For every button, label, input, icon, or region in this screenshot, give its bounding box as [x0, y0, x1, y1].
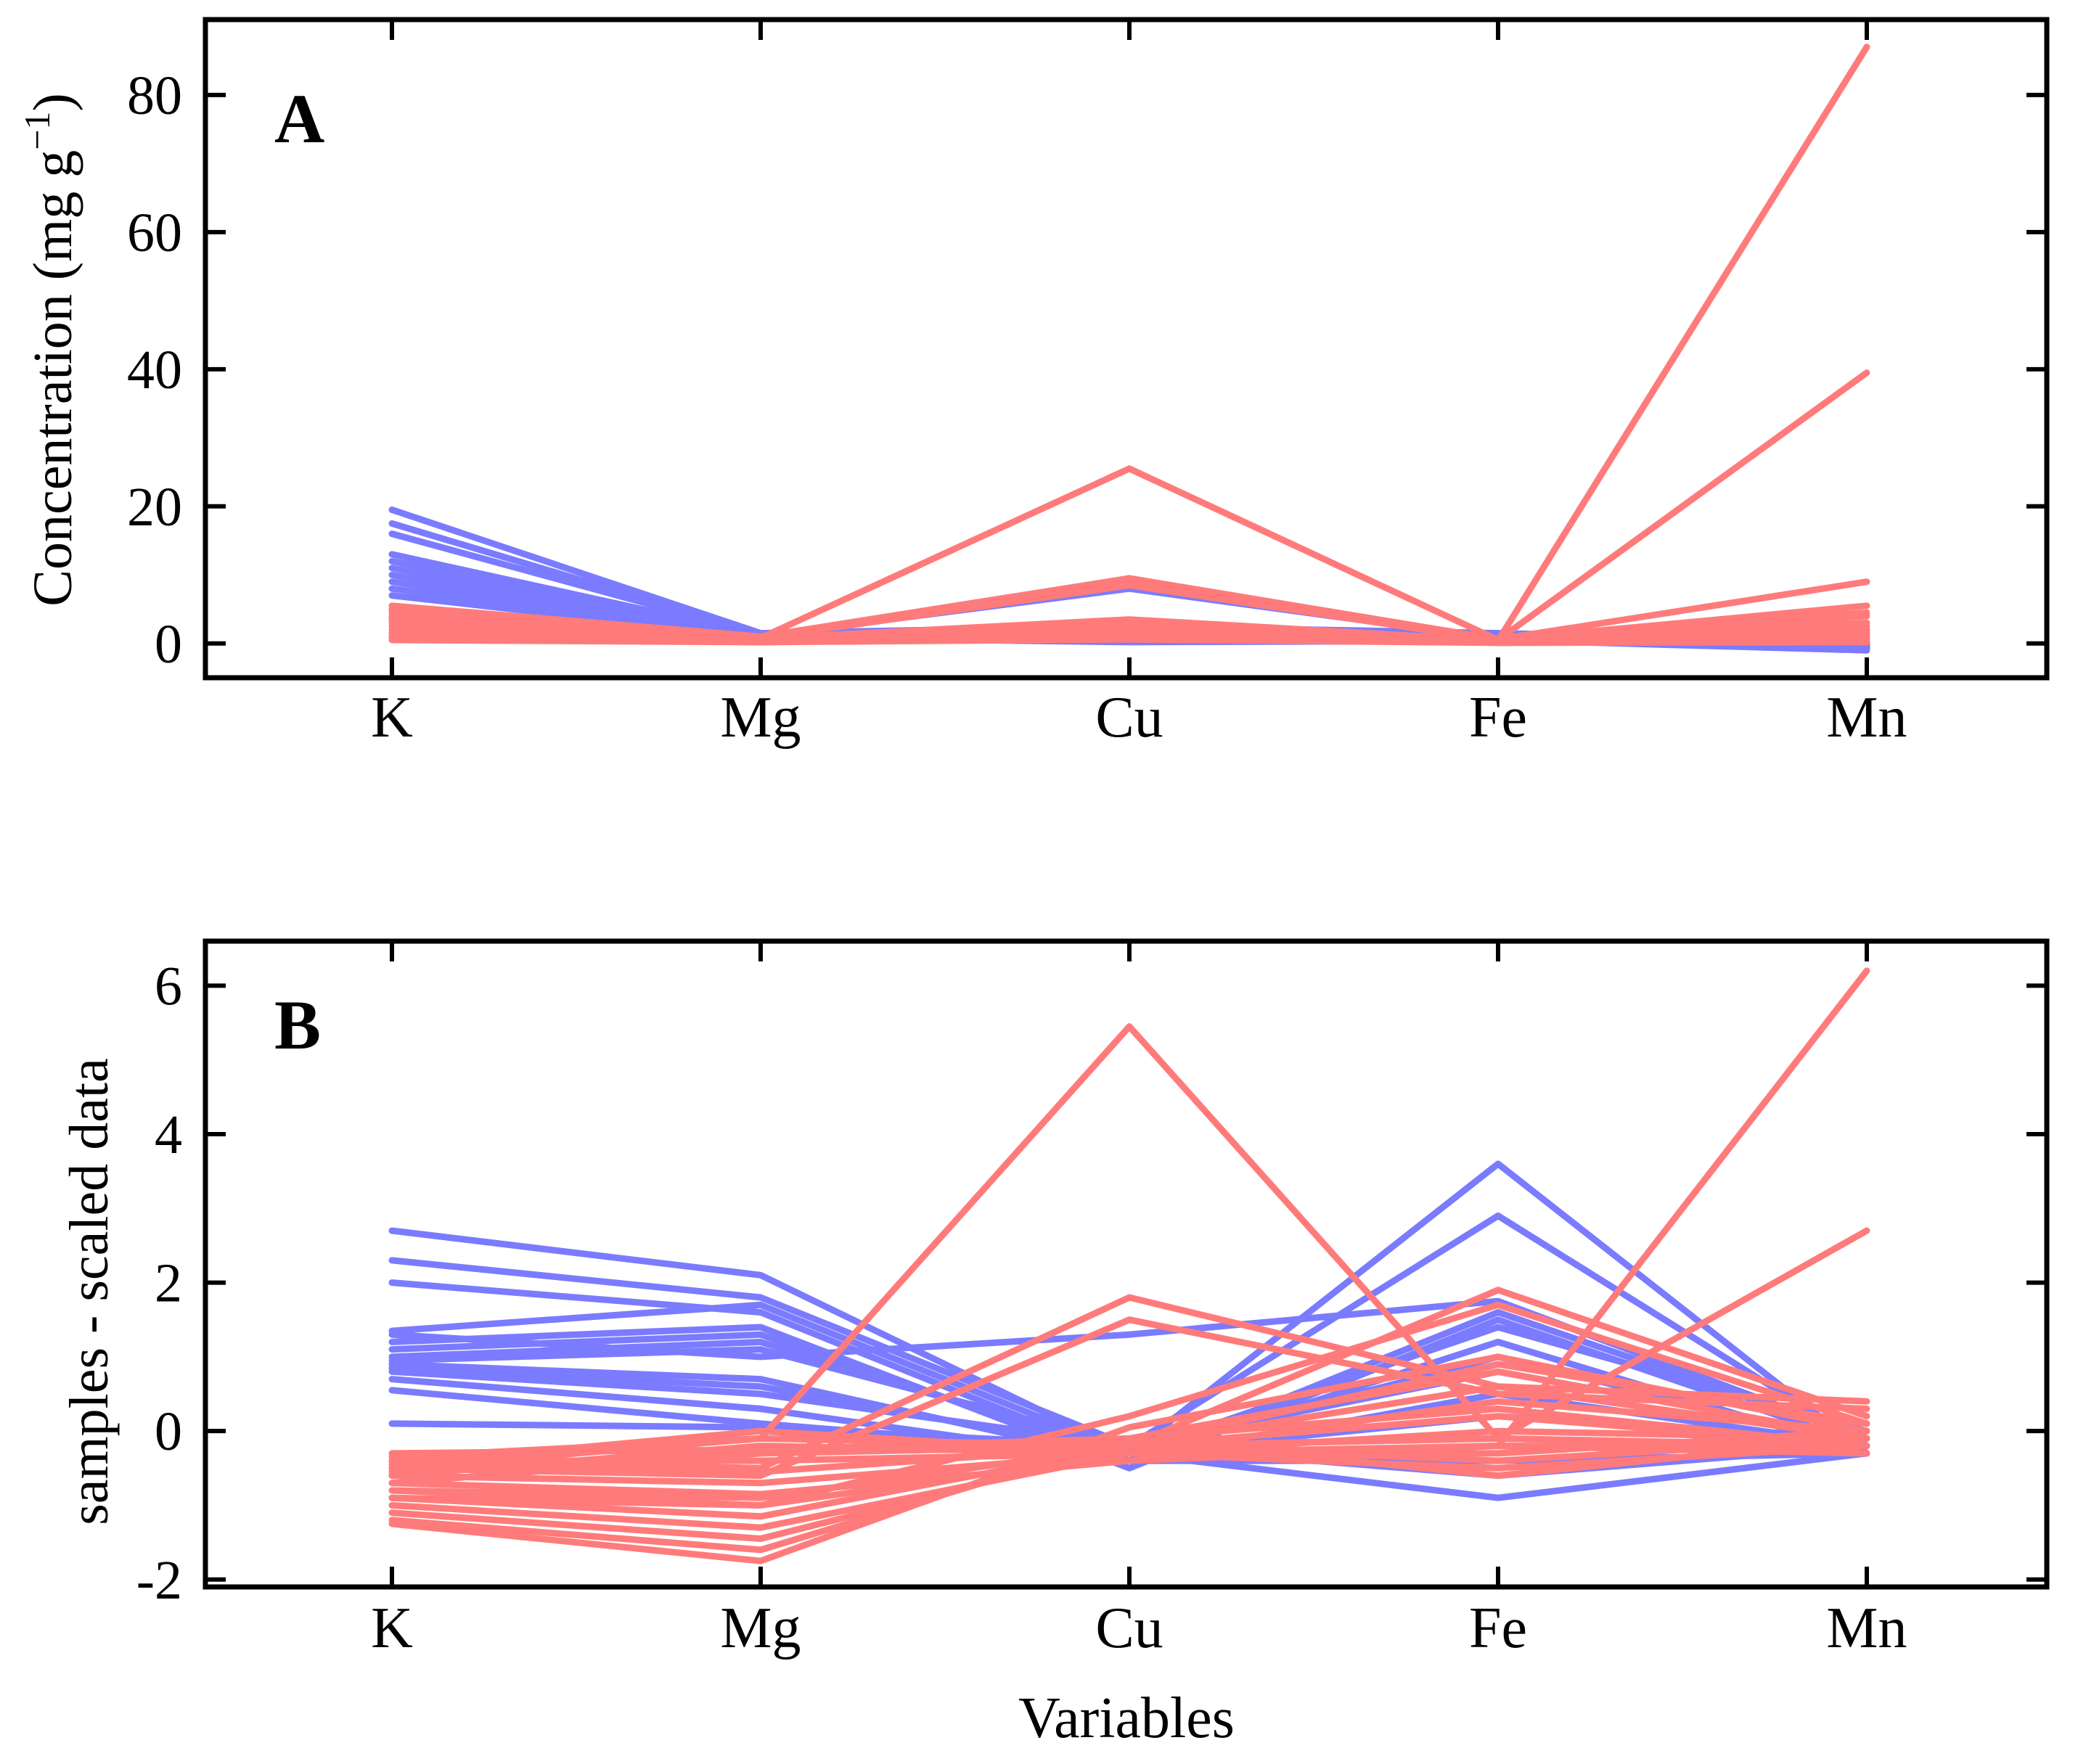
panel-b-ytick-label: -2 [136, 1550, 182, 1611]
panel-b-frame [203, 938, 2050, 1590]
panel-a-xtick-label-cu: Cu [1095, 686, 1163, 750]
panel-a-xtick-label-mg: Mg [720, 686, 801, 750]
panel-b-xtick-label-k: K [371, 1596, 413, 1660]
panel-a-frame [203, 17, 2050, 681]
panel-b-ytick-label: 0 [155, 1401, 182, 1462]
panel-a-letter: A [274, 80, 324, 157]
panel-b-ytick-label: 6 [155, 956, 182, 1017]
panel-a-xtick-label-fe: Fe [1469, 686, 1527, 750]
panel-a-series [388, 44, 1870, 654]
panel-b-xtick-label-mg: Mg [720, 1596, 801, 1660]
panel-a-ytick-label: 40 [127, 340, 182, 401]
panel-a-ylabel-close: ) [23, 93, 83, 111]
panel-b-series [388, 967, 1870, 1564]
panel-b-y-axis-label: samples - scaled data [59, 1058, 120, 1525]
panel-a-y-axis-label: Concentration (mg g−1) [17, 93, 83, 606]
panel-a-ylabel-superscript: −1 [17, 112, 57, 150]
panel-b-series-red-20 [388, 1427, 1870, 1468]
panel-a-xtick-label-mn: Mn [1826, 686, 1907, 750]
panel-b-ticks: -2 0 2 4 6 K Mg Cu Fe Mn [136, 941, 2047, 1660]
panel-a: 0 20 40 60 80 K Mg Cu Fe Mn A Concentration (mg g… [17, 17, 2050, 750]
panel-b-series-blue-6 [388, 1316, 1870, 1472]
panel-a-xtick-label-k: K [371, 686, 413, 750]
panel-a-ticks: 0 20 40 60 80 K Mg Cu Fe Mn [127, 20, 2047, 750]
panel-a-ylabel-main: Concentration (mg g [23, 150, 83, 607]
panel-b-x-axis-label: Variables [1018, 1686, 1235, 1750]
panel-a-ytick-label: 20 [127, 477, 182, 538]
panel-a-y-axis-title: Concentration (mg g−1) [17, 93, 83, 606]
panel-a-ytick-label: 80 [127, 65, 182, 126]
panel-b-xtick-label-mn: Mn [1826, 1596, 1907, 1660]
panel-a-ytick-label: 60 [127, 202, 182, 263]
panel-a-series-red-17 [388, 614, 1870, 646]
panel-b-series-red-21 [388, 1406, 1870, 1475]
panel-b-letter: B [274, 986, 321, 1064]
panel-b-xtick-label-fe: Fe [1469, 1596, 1527, 1660]
panel-a-ytick-label: 0 [155, 614, 182, 675]
panel-b-ytick-label: 4 [155, 1104, 182, 1165]
panel-b-xtick-label-cu: Cu [1095, 1596, 1163, 1660]
panel-b-ytick-label: 2 [155, 1253, 182, 1314]
